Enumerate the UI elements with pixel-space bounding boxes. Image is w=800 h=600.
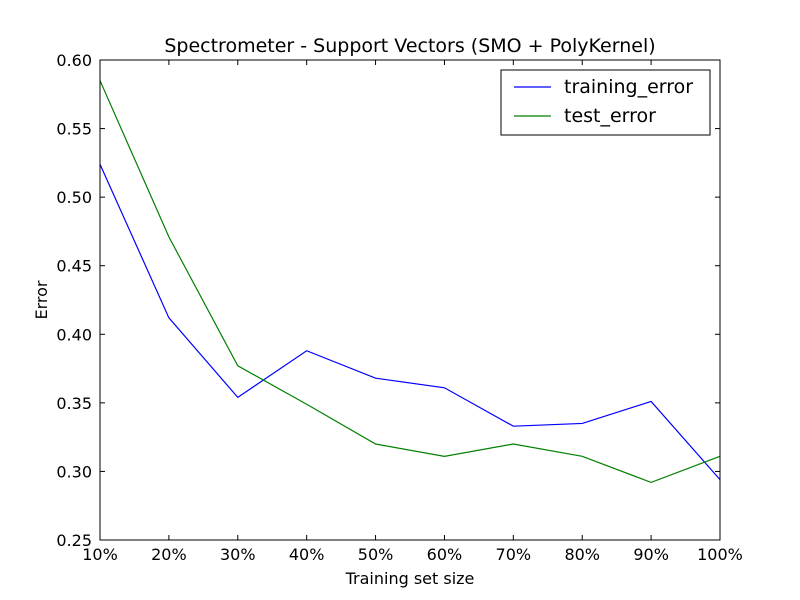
y-tick-label: 0.50 [56, 188, 92, 207]
y-tick-label: 0.45 [56, 257, 92, 276]
x-tick-label: 30% [220, 545, 256, 564]
legend-label-training-error: training_error [564, 76, 693, 98]
x-tick-label: 50% [358, 545, 394, 564]
x-tick-label: 10% [82, 545, 118, 564]
series-lines [99, 80, 721, 484]
x-tick-label: 80% [564, 545, 600, 564]
series-line-training-error [99, 163, 721, 481]
x-tick-label: 90% [633, 545, 669, 564]
x-axis: 10% 20% 30% 40% 50% 60% 70% 80% 90% 100% [82, 60, 743, 564]
y-tick-label: 0.25 [56, 531, 92, 550]
x-tick-label: 70% [496, 545, 532, 564]
y-tick-label: 0.60 [56, 51, 92, 70]
plot-frame [99, 59, 721, 541]
x-tick-label: 40% [289, 545, 325, 564]
chart-title: Spectrometer - Support Vectors (SMO + Po… [164, 35, 655, 57]
series-line-test-error [99, 80, 721, 484]
y-tick-label: 0.40 [56, 325, 92, 344]
legend: training_error test_error [500, 69, 711, 136]
y-axis-label: Error [32, 280, 51, 319]
y-tick-label: 0.35 [56, 394, 92, 413]
y-tick-label: 0.30 [56, 462, 92, 481]
x-axis-label: Training set size [345, 569, 475, 588]
legend-label-test-error: test_error [564, 105, 656, 127]
x-tick-label: 20% [151, 545, 187, 564]
x-tick-label: 100% [697, 545, 743, 564]
y-axis: 0.25 0.30 0.35 0.40 0.45 0.50 0.55 0.60 [56, 51, 720, 550]
legend-box [500, 69, 711, 136]
y-tick-label: 0.55 [56, 120, 92, 139]
x-tick-label: 60% [427, 545, 463, 564]
